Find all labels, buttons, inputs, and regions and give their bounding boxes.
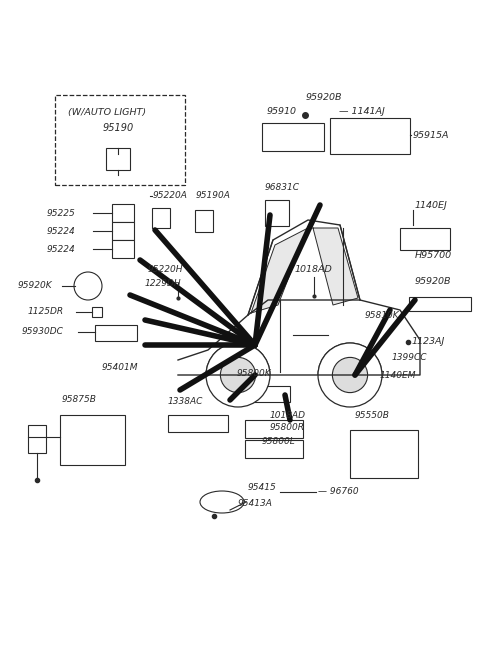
Text: 95401M: 95401M (102, 363, 139, 373)
Bar (265, 200, 289, 226)
Text: 1140EM: 1140EM (380, 371, 417, 380)
Text: 1125DR: 1125DR (28, 308, 64, 316)
Bar (55, 95, 185, 185)
Text: 1123AJ: 1123AJ (412, 337, 445, 346)
Text: 95800R: 95800R (270, 424, 305, 432)
Bar (152, 208, 170, 228)
Bar (245, 440, 303, 458)
Bar (262, 123, 324, 151)
Text: 95920B: 95920B (415, 277, 452, 287)
Text: 95810K: 95810K (365, 312, 400, 321)
Text: 95550B: 95550B (355, 411, 390, 419)
Bar (92, 307, 102, 317)
Bar (106, 148, 130, 170)
Text: 95415: 95415 (248, 483, 277, 493)
Text: 95920B: 95920B (306, 92, 343, 102)
Text: 95800K: 95800K (237, 369, 272, 379)
Text: 95220A: 95220A (153, 192, 188, 201)
Text: 95875B: 95875B (62, 396, 97, 405)
Bar (195, 210, 213, 232)
Text: 95220H: 95220H (148, 266, 183, 274)
Text: (W/AUTO LIGHT): (W/AUTO LIGHT) (68, 108, 146, 117)
Bar (409, 297, 471, 311)
Text: 95190A: 95190A (196, 192, 231, 201)
Bar (330, 118, 410, 154)
Text: 95915A: 95915A (413, 131, 449, 140)
Circle shape (332, 358, 368, 392)
Bar (112, 240, 134, 258)
Text: 1140EJ: 1140EJ (415, 201, 448, 209)
Bar (168, 415, 228, 432)
Text: 95910: 95910 (267, 108, 297, 117)
Text: 1229DH: 1229DH (145, 279, 181, 287)
Text: 95190: 95190 (102, 123, 133, 133)
Bar (60, 415, 125, 465)
Bar (112, 204, 134, 222)
Text: — 96760: — 96760 (318, 487, 359, 497)
Text: 95800L: 95800L (262, 436, 296, 445)
Text: 95224: 95224 (47, 226, 76, 236)
Text: 95920K: 95920K (18, 281, 53, 291)
Bar (28, 425, 46, 453)
Polygon shape (178, 300, 420, 375)
Bar (112, 222, 134, 240)
Text: — 1141AJ: — 1141AJ (339, 108, 385, 117)
Bar (350, 430, 418, 478)
Text: 1018AD: 1018AD (295, 266, 333, 274)
Text: 95413A: 95413A (238, 499, 273, 508)
Text: H95700: H95700 (415, 251, 452, 260)
Text: 95225: 95225 (47, 209, 76, 218)
Text: 95224: 95224 (47, 245, 76, 253)
Bar (400, 228, 450, 250)
Bar (95, 325, 137, 341)
Bar (245, 420, 303, 438)
Bar (235, 386, 290, 402)
Ellipse shape (200, 491, 244, 513)
Circle shape (220, 358, 255, 392)
Polygon shape (251, 228, 308, 313)
Text: 1338AC: 1338AC (168, 398, 204, 407)
Text: 1399CC: 1399CC (392, 354, 428, 363)
Text: 96831C: 96831C (265, 184, 300, 192)
Text: 1018AD: 1018AD (270, 411, 306, 419)
Polygon shape (313, 228, 358, 305)
Circle shape (206, 343, 270, 407)
Circle shape (74, 272, 102, 300)
Text: 95930DC: 95930DC (22, 327, 64, 337)
Circle shape (318, 343, 382, 407)
